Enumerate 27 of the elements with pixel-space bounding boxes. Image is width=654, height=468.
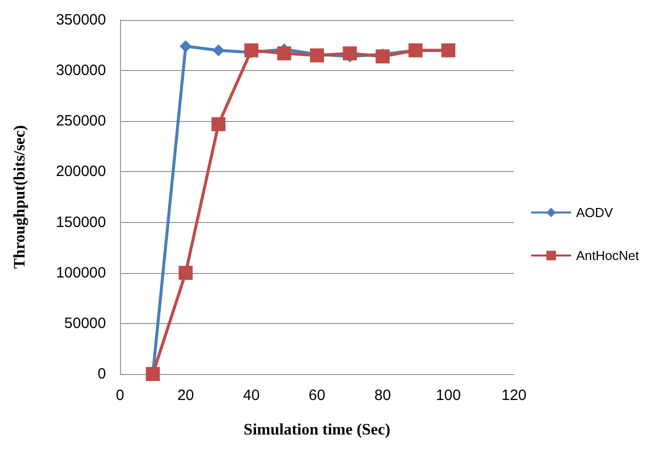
x-tick-label: 60	[308, 387, 326, 404]
y-tick-label: 350000	[56, 12, 106, 28]
y-tick-label: 100000	[56, 264, 106, 282]
y-tick-label: 250000	[56, 112, 106, 130]
x-tick-label: 40	[242, 387, 260, 404]
x-tick-label: 80	[374, 387, 392, 404]
legend-label: AODV	[576, 205, 614, 220]
y-tick-label: 300000	[56, 62, 106, 80]
x-tick-label: 20	[177, 387, 194, 404]
y-axis-title: Throughput(bits/sec)	[12, 125, 28, 269]
point	[342, 46, 357, 60]
y-tick-label: 150000	[56, 214, 106, 231]
point	[277, 46, 292, 60]
point	[244, 43, 258, 58]
x-tick-label: 0	[116, 387, 124, 404]
x-axis-title: Simulation time (Sec)	[244, 422, 390, 438]
y-tick-label: 200000	[56, 163, 106, 180]
point	[212, 44, 224, 56]
point	[376, 49, 390, 64]
y-tick-label: 50000	[64, 314, 106, 332]
y-tick-label: 0	[98, 366, 106, 382]
point	[180, 40, 192, 52]
x-tick-label: 100	[436, 387, 461, 404]
point	[178, 266, 193, 280]
x-tick-label: 120	[501, 387, 527, 404]
legend-label: AntHocNet	[576, 248, 640, 263]
point	[212, 117, 226, 132]
